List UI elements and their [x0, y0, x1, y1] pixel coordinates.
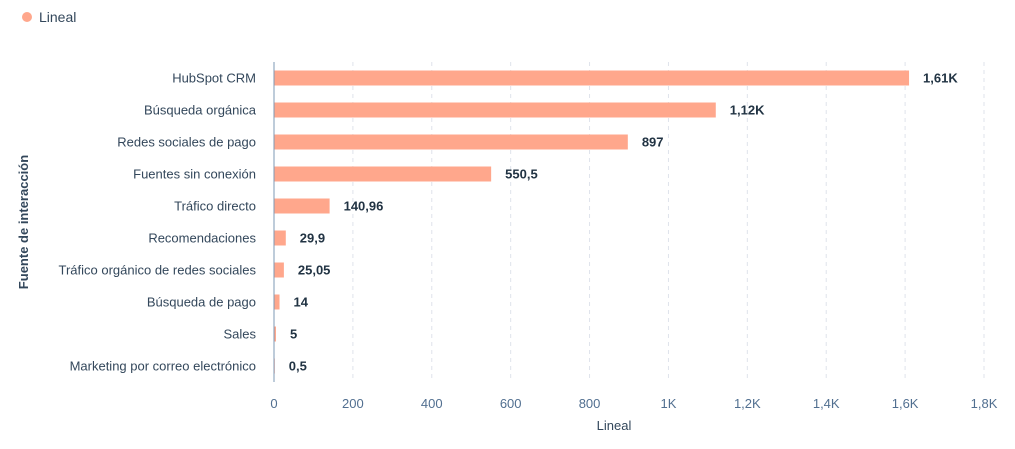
- x-axis-title: Lineal: [597, 418, 632, 433]
- y-axis-title: Fuente de interacción: [16, 155, 31, 289]
- value-labels: 1,61K 1,12K 897 550,5 140,96 29,9 25,05 14 5 0,5: [289, 71, 959, 374]
- bar[interactable]: [274, 262, 284, 278]
- bar[interactable]: [274, 166, 492, 182]
- category-label: HubSpot CRM: [172, 71, 256, 86]
- x-tick-label: 600: [500, 396, 522, 411]
- category-label: Tráfico orgánico de redes sociales: [58, 263, 256, 278]
- x-tick-label: 1,6K: [892, 396, 919, 411]
- data-label: 25,05: [298, 263, 331, 278]
- legend-label: Lineal: [39, 9, 77, 25]
- data-label: 1,12K: [730, 103, 765, 118]
- legend-marker-icon: [22, 12, 32, 22]
- x-tick-label: 1K: [660, 396, 676, 411]
- bar[interactable]: [274, 294, 280, 310]
- category-labels: HubSpot CRM Búsqueda orgánica Redes social…: [58, 71, 256, 374]
- category-label: Búsqueda de pago: [147, 295, 256, 310]
- x-tick-label: 1,2K: [734, 396, 761, 411]
- category-label: Búsqueda orgánica: [144, 103, 257, 118]
- data-label: 1,61K: [923, 71, 958, 86]
- x-tick-label: 400: [421, 396, 443, 411]
- data-label: 550,5: [505, 167, 538, 182]
- category-label: Redes sociales de pago: [117, 135, 256, 150]
- legend[interactable]: Lineal: [22, 9, 76, 25]
- data-label: 29,9: [300, 231, 325, 246]
- category-label: Fuentes sin conexión: [133, 167, 256, 182]
- gridlines: [352, 62, 985, 382]
- bar[interactable]: [274, 70, 910, 86]
- data-label: 140,96: [344, 199, 384, 214]
- x-tick-label: 0: [270, 396, 277, 411]
- bar[interactable]: [274, 198, 330, 214]
- x-axis-ticks: 0 200 400 600 800 1K 1,2K 1,4K 1,6K 1,8K: [270, 396, 997, 411]
- bar[interactable]: [274, 326, 276, 342]
- data-label: 897: [642, 135, 664, 150]
- category-label: Recomendaciones: [148, 231, 256, 246]
- x-tick-label: 800: [579, 396, 601, 411]
- x-tick-label: 1,8K: [971, 396, 998, 411]
- category-label: Tráfico directo: [174, 199, 256, 214]
- bars: [274, 70, 910, 374]
- bar[interactable]: [274, 134, 628, 150]
- bar[interactable]: [274, 102, 716, 118]
- bar[interactable]: [274, 230, 286, 246]
- x-tick-label: 200: [342, 396, 364, 411]
- x-tick-label: 1,4K: [813, 396, 840, 411]
- category-label: Marketing por correo electrónico: [70, 359, 256, 374]
- data-label: 0,5: [289, 359, 307, 374]
- category-label: Sales: [223, 327, 256, 342]
- data-label: 14: [294, 295, 309, 310]
- data-label: 5: [290, 327, 297, 342]
